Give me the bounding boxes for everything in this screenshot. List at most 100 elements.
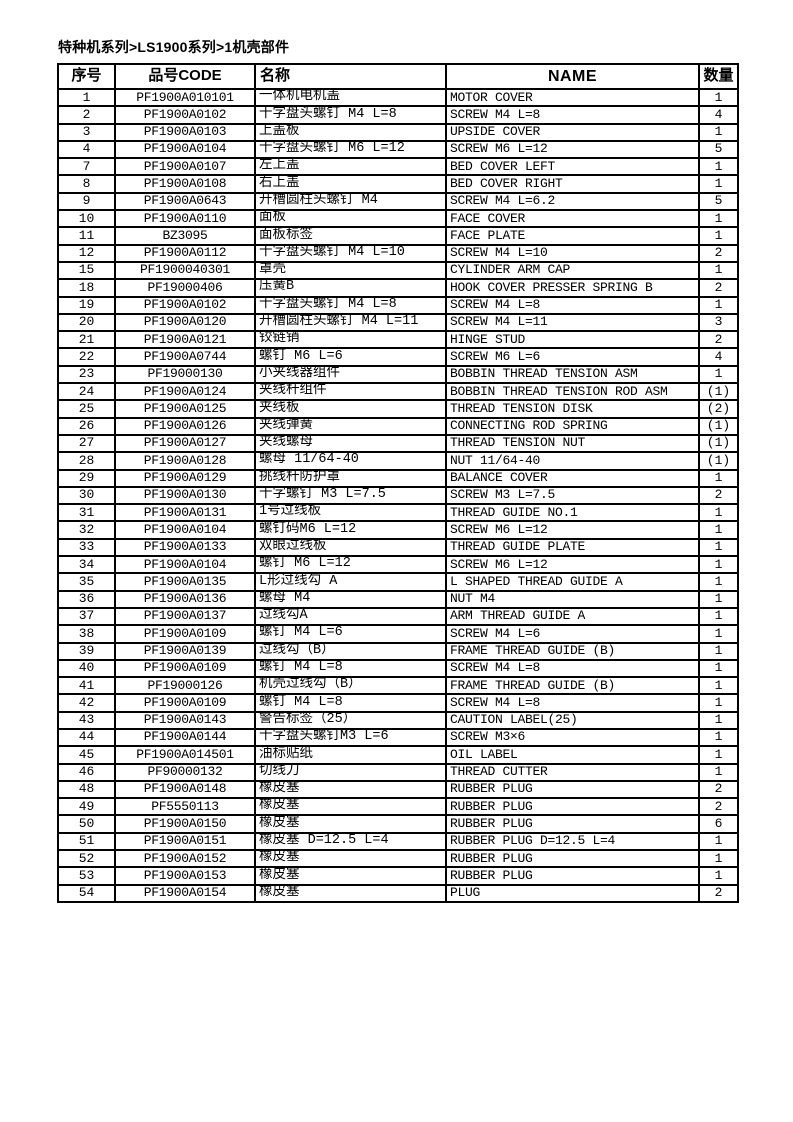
row-name-en: SCREW M4 L=8 — [445, 295, 700, 315]
row-name-cn: 油标贴纸 — [254, 745, 447, 765]
row-seq: 1 — [57, 87, 116, 108]
row-name-en: RUBBER PLUG — [445, 779, 700, 800]
row-qty: 1 — [698, 727, 739, 748]
row-code: PF1900A010101 — [114, 87, 256, 108]
row-code: PF1900A0143 — [114, 710, 256, 731]
table-row: 28 PF1900A0128 螺母 11/64-40 NUT 11/64-40 (1) — [57, 451, 739, 471]
row-seq: 46 — [57, 762, 116, 782]
row-seq: 52 — [57, 849, 116, 869]
row-name-en: L SHAPED THREAD GUIDE A — [445, 572, 700, 592]
row-code: PF1900A0109 — [114, 693, 256, 713]
row-code: PF1900A0104 — [114, 554, 256, 575]
row-name-cn: 过线勾（B） — [254, 641, 447, 661]
row-seq: 15 — [57, 260, 116, 281]
row-qty: 2 — [698, 330, 739, 350]
row-name-en: SCREW M4 L=8 — [445, 693, 700, 713]
row-name-cn: 铰链销 — [254, 330, 447, 350]
row-qty: 5 — [698, 139, 739, 160]
row-name-en: BOBBIN THREAD TENSION ROD ASM — [445, 382, 700, 402]
row-code: PF1900A0102 — [114, 295, 256, 315]
row-name-en: SCREW M6 L=12 — [445, 139, 700, 160]
table-row: 43 PF1900A0143 警告标签（25） CAUTION LABEL(25) 1 — [57, 710, 739, 731]
row-name-cn: 十字盘头螺钉 M4 L=10 — [254, 243, 447, 263]
row-name-en: THREAD TENSION NUT — [445, 433, 700, 454]
row-seq: 50 — [57, 814, 116, 834]
table-row: 31 PF1900A0131 1号过线板 THREAD GUIDE NO.1 1 — [57, 503, 739, 523]
row-code: PF1900A0110 — [114, 209, 256, 229]
row-name-en: RUBBER PLUG D=12.5 L=4 — [445, 831, 700, 852]
row-qty: 1 — [698, 676, 739, 696]
row-code: PF1900A0152 — [114, 849, 256, 869]
row-qty: (1) — [698, 433, 739, 454]
row-qty: 1 — [698, 589, 739, 609]
table-row: 3 PF1900A0103 上盖板 UPSIDE COVER 1 — [57, 122, 739, 142]
row-name-cn: 橡皮塞 — [254, 883, 447, 903]
table-row: 44 PF1900A0144 十字盘头螺钉M3 L=6 SCREW M3×6 1 — [57, 727, 739, 748]
row-name-en: SCREW M6 L=12 — [445, 554, 700, 575]
row-name-cn: 十字盘头螺钉 M6 L=12 — [254, 139, 447, 160]
row-name-en: MOTOR COVER — [445, 87, 700, 108]
row-seq: 33 — [57, 537, 116, 558]
table-row: 4 PF1900A0104 十字盘头螺钉 M6 L=12 SCREW M6 L=12 5 — [57, 139, 739, 160]
row-name-en: SCREW M4 L=11 — [445, 312, 700, 333]
row-code: PF1900A0139 — [114, 641, 256, 661]
row-name-en: NUT M4 — [445, 589, 700, 609]
row-qty: 2 — [698, 797, 739, 817]
row-seq: 12 — [57, 243, 116, 263]
row-name-en: BOBBIN THREAD TENSION ASM — [445, 364, 700, 385]
row-code: PF1900A0107 — [114, 157, 256, 177]
table-row: 40 PF1900A0109 螺钉 M4 L=8 SCREW M4 L=8 1 — [57, 658, 739, 679]
table-row: 19 PF1900A0102 十字盘头螺钉 M4 L=8 SCREW M4 L=8 1 — [57, 295, 739, 315]
row-name-cn: 切线刀 — [254, 762, 447, 782]
row-name-cn: 过线勾A — [254, 606, 447, 627]
row-code: PF1900A0104 — [114, 520, 256, 540]
row-seq: 11 — [57, 226, 116, 246]
row-name-en: SCREW M4 L=6.2 — [445, 191, 700, 212]
table-row: 7 PF1900A0107 左上盖 BED COVER LEFT 1 — [57, 157, 739, 177]
row-seq: 30 — [57, 485, 116, 506]
row-name-cn: 橡皮塞 D=12.5 L=4 — [254, 831, 447, 852]
row-name-cn: 挑线杆防护罩 — [254, 468, 447, 488]
table-row: 52 PF1900A0152 橡皮塞 RUBBER PLUG 1 — [57, 849, 739, 869]
row-code: PF1900A0120 — [114, 312, 256, 333]
row-code: PF1900A0121 — [114, 330, 256, 350]
table-row: 26 PF1900A0126 夹线弹簧 CONNECTING ROD SPRING (1… — [57, 416, 739, 436]
row-code: PF1900A0643 — [114, 191, 256, 212]
row-code: PF1900A0151 — [114, 831, 256, 852]
table-row: 21 PF1900A0121 铰链销 HINGE STUD 2 — [57, 330, 739, 350]
row-name-cn: 面板 — [254, 209, 447, 229]
row-qty: 6 — [698, 814, 739, 834]
table-row: 9 PF1900A0643 开槽圆柱头螺钉 M4 SCREW M4 L=6.2 5 — [57, 191, 739, 212]
table-row: 51 PF1900A0151 橡皮塞 D=12.5 L=4 RUBBER PLUG D… — [57, 831, 739, 852]
row-name-en: OIL LABEL — [445, 745, 700, 765]
row-qty: 1 — [698, 849, 739, 869]
row-qty: 1 — [698, 520, 739, 540]
row-qty: 1 — [698, 174, 739, 194]
row-name-en: UPSIDE COVER — [445, 122, 700, 142]
row-name-en: SCREW M4 L=10 — [445, 243, 700, 263]
table-row: 10 PF1900A0110 面板 FACE COVER 1 — [57, 209, 739, 229]
row-name-cn: 面板标签 — [254, 226, 447, 246]
row-qty: 1 — [698, 693, 739, 713]
header-seq: 序号 — [57, 63, 116, 90]
row-name-en: HINGE STUD — [445, 330, 700, 350]
row-name-en: BALANCE COVER — [445, 468, 700, 488]
row-seq: 42 — [57, 693, 116, 713]
header-name-cn: 名称 — [254, 63, 447, 90]
row-qty: 1 — [698, 710, 739, 731]
row-seq: 39 — [57, 641, 116, 661]
table-row: 23 PF19000130 小夹线器组件 BOBBIN THREAD TENSION … — [57, 364, 739, 385]
row-code: PF1900A0131 — [114, 503, 256, 523]
table-row: 11 BZ3095 面板标签 FACE PLATE 1 — [57, 226, 739, 246]
row-name-en: CYLINDER ARM CAP — [445, 260, 700, 281]
row-name-en: BED COVER RIGHT — [445, 174, 700, 194]
row-qty: 3 — [698, 312, 739, 333]
row-code: PF19000126 — [114, 676, 256, 696]
row-qty: 1 — [698, 658, 739, 679]
table-row: 42 PF1900A0109 螺钉 M4 L=8 SCREW M4 L=8 1 — [57, 693, 739, 713]
table-row: 36 PF1900A0136 螺母 M4 NUT M4 1 — [57, 589, 739, 609]
row-name-en: RUBBER PLUG — [445, 849, 700, 869]
row-qty: 1 — [698, 537, 739, 558]
row-qty: 1 — [698, 606, 739, 627]
